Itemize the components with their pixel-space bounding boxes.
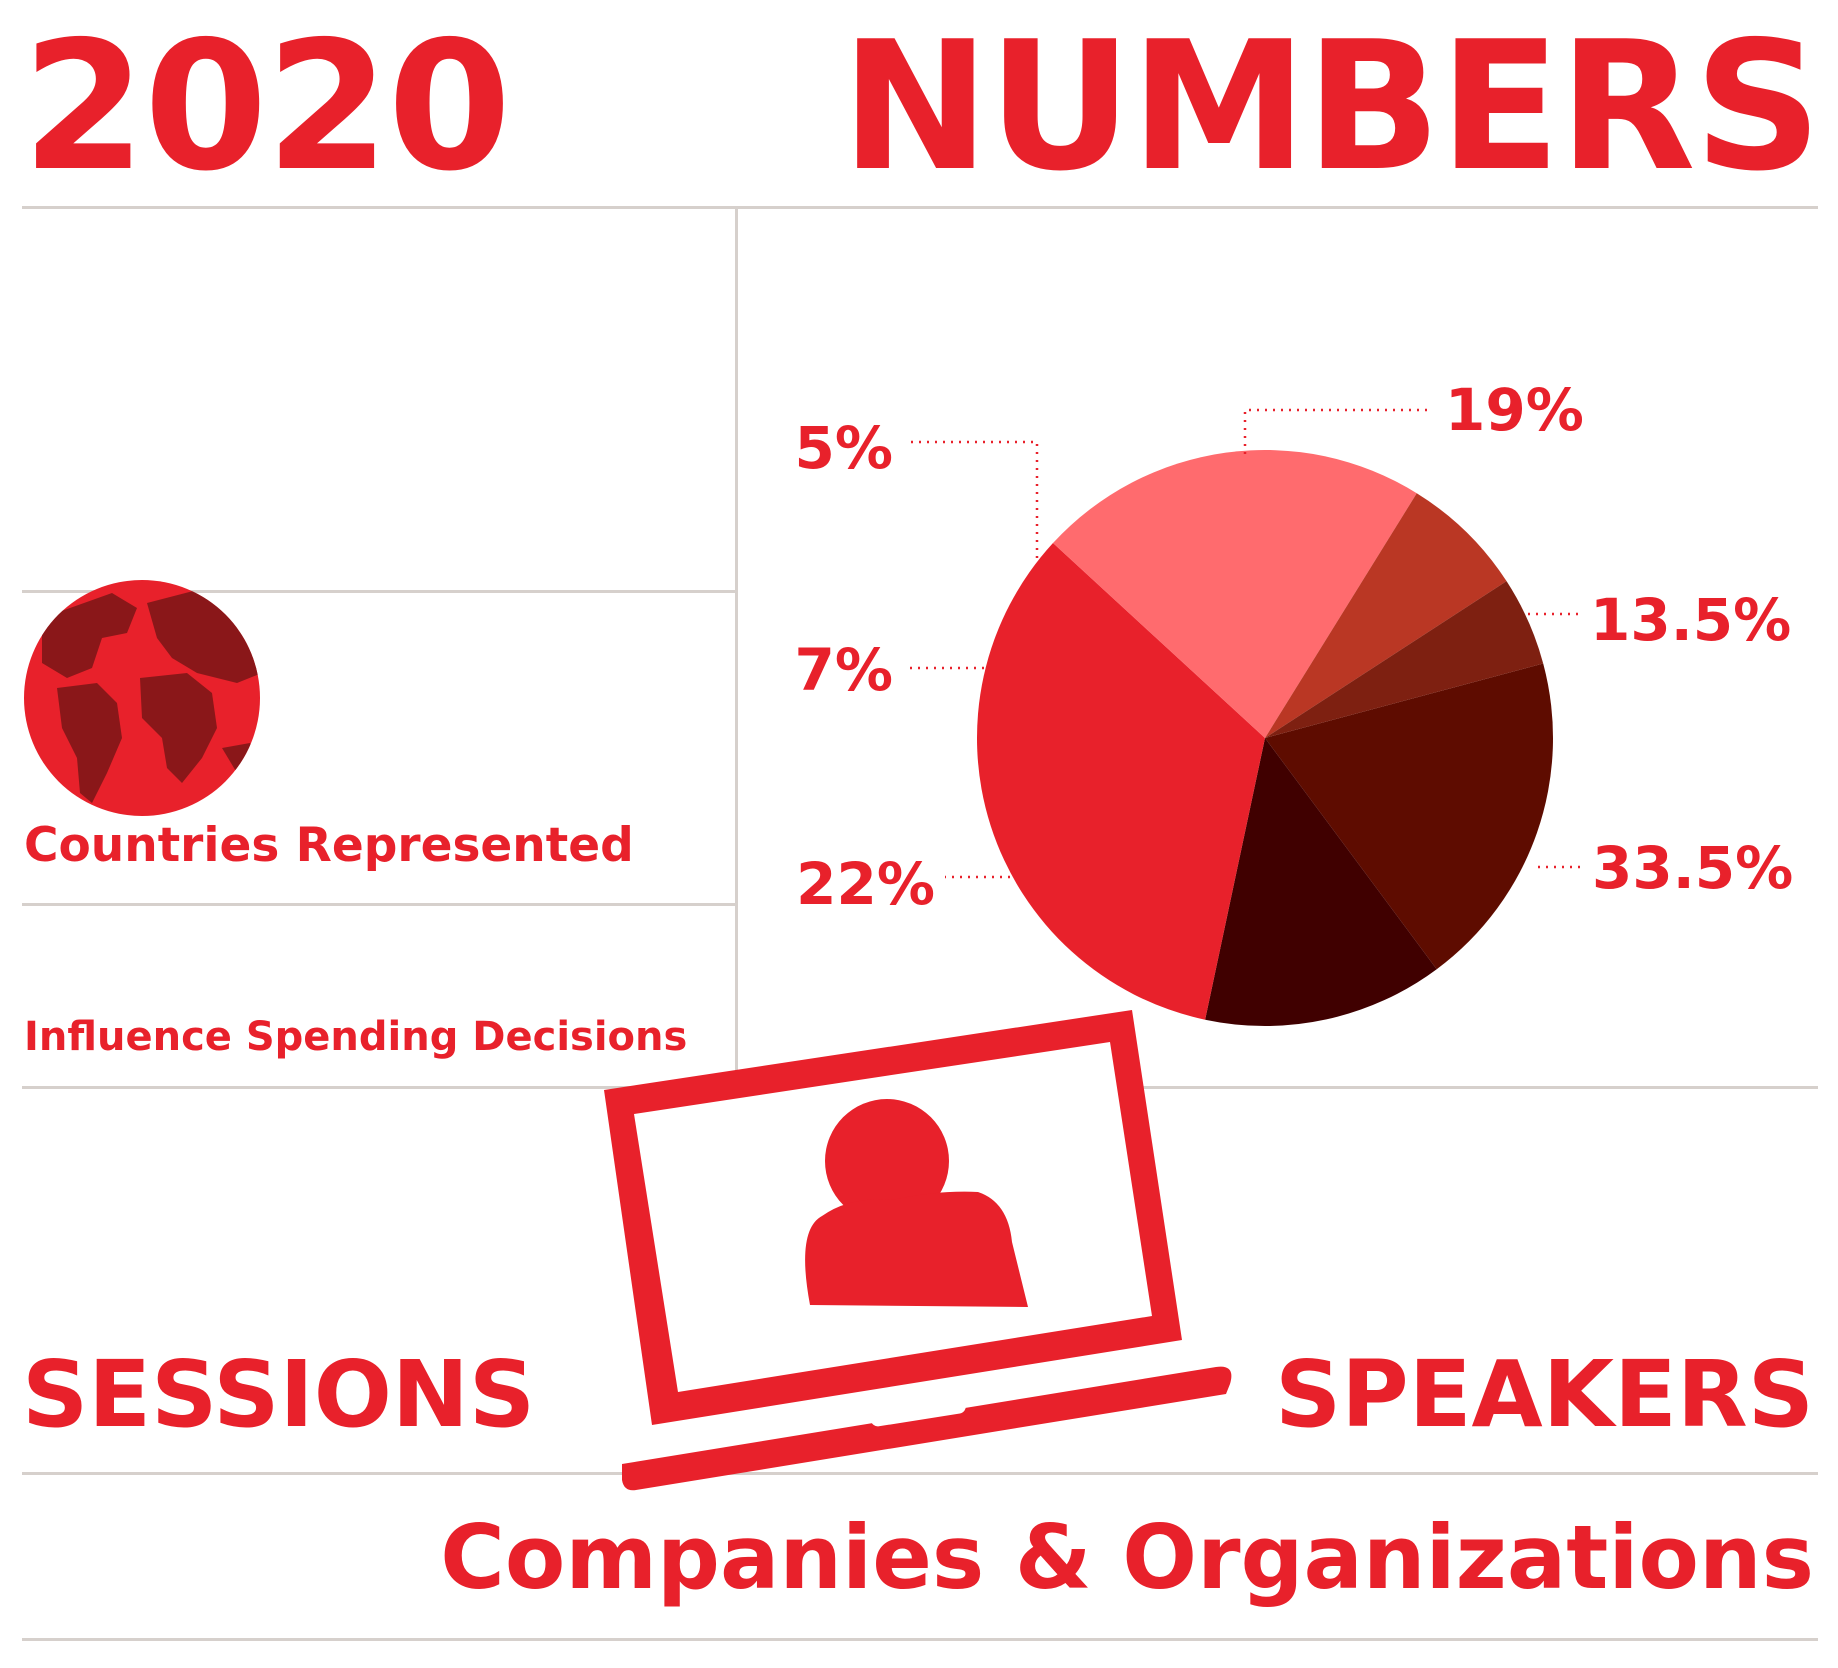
pie-slice-label: 5% <box>795 414 893 482</box>
pie-slice-label: 33.5% <box>1592 834 1793 902</box>
companies-organizations-label: Companies & Organizations <box>440 1506 1814 1609</box>
pie-slice <box>1265 581 1544 738</box>
divider-bottom-1 <box>22 1472 1818 1475</box>
divider-vertical <box>735 206 738 1086</box>
divider-bottom-2 <box>22 1638 1818 1641</box>
pie-slice <box>1265 493 1507 738</box>
page-title: NUMBERS <box>840 3 1822 210</box>
pie-slice-label: 7% <box>795 636 893 704</box>
sessions-label: SESSIONS <box>22 1341 536 1448</box>
globe-icon <box>24 580 260 816</box>
pie-slice <box>1053 449 1417 738</box>
pie-leader-line <box>908 440 1039 558</box>
pie-slice <box>1265 663 1554 970</box>
pie-slice-label: 19% <box>1445 376 1584 444</box>
laptop-speaker-icon <box>604 1010 1232 1491</box>
pie-slice <box>1205 738 1437 1027</box>
influence-spending-label: Influence Spending Decisions <box>24 1014 688 1060</box>
divider-left-2 <box>22 903 735 906</box>
divider-left-1 <box>22 590 735 593</box>
pie-slice-label: 22% <box>796 850 935 918</box>
pie-slice-label: 13.5% <box>1590 586 1791 654</box>
pie-leader-line <box>1243 408 1432 454</box>
page-title-year: 2020 <box>22 3 511 210</box>
divider-top <box>22 206 1818 209</box>
speakers-label: SPEAKERS <box>1275 1341 1814 1448</box>
countries-represented-label: Countries Represented <box>24 818 634 873</box>
pie-slice <box>976 543 1265 1020</box>
